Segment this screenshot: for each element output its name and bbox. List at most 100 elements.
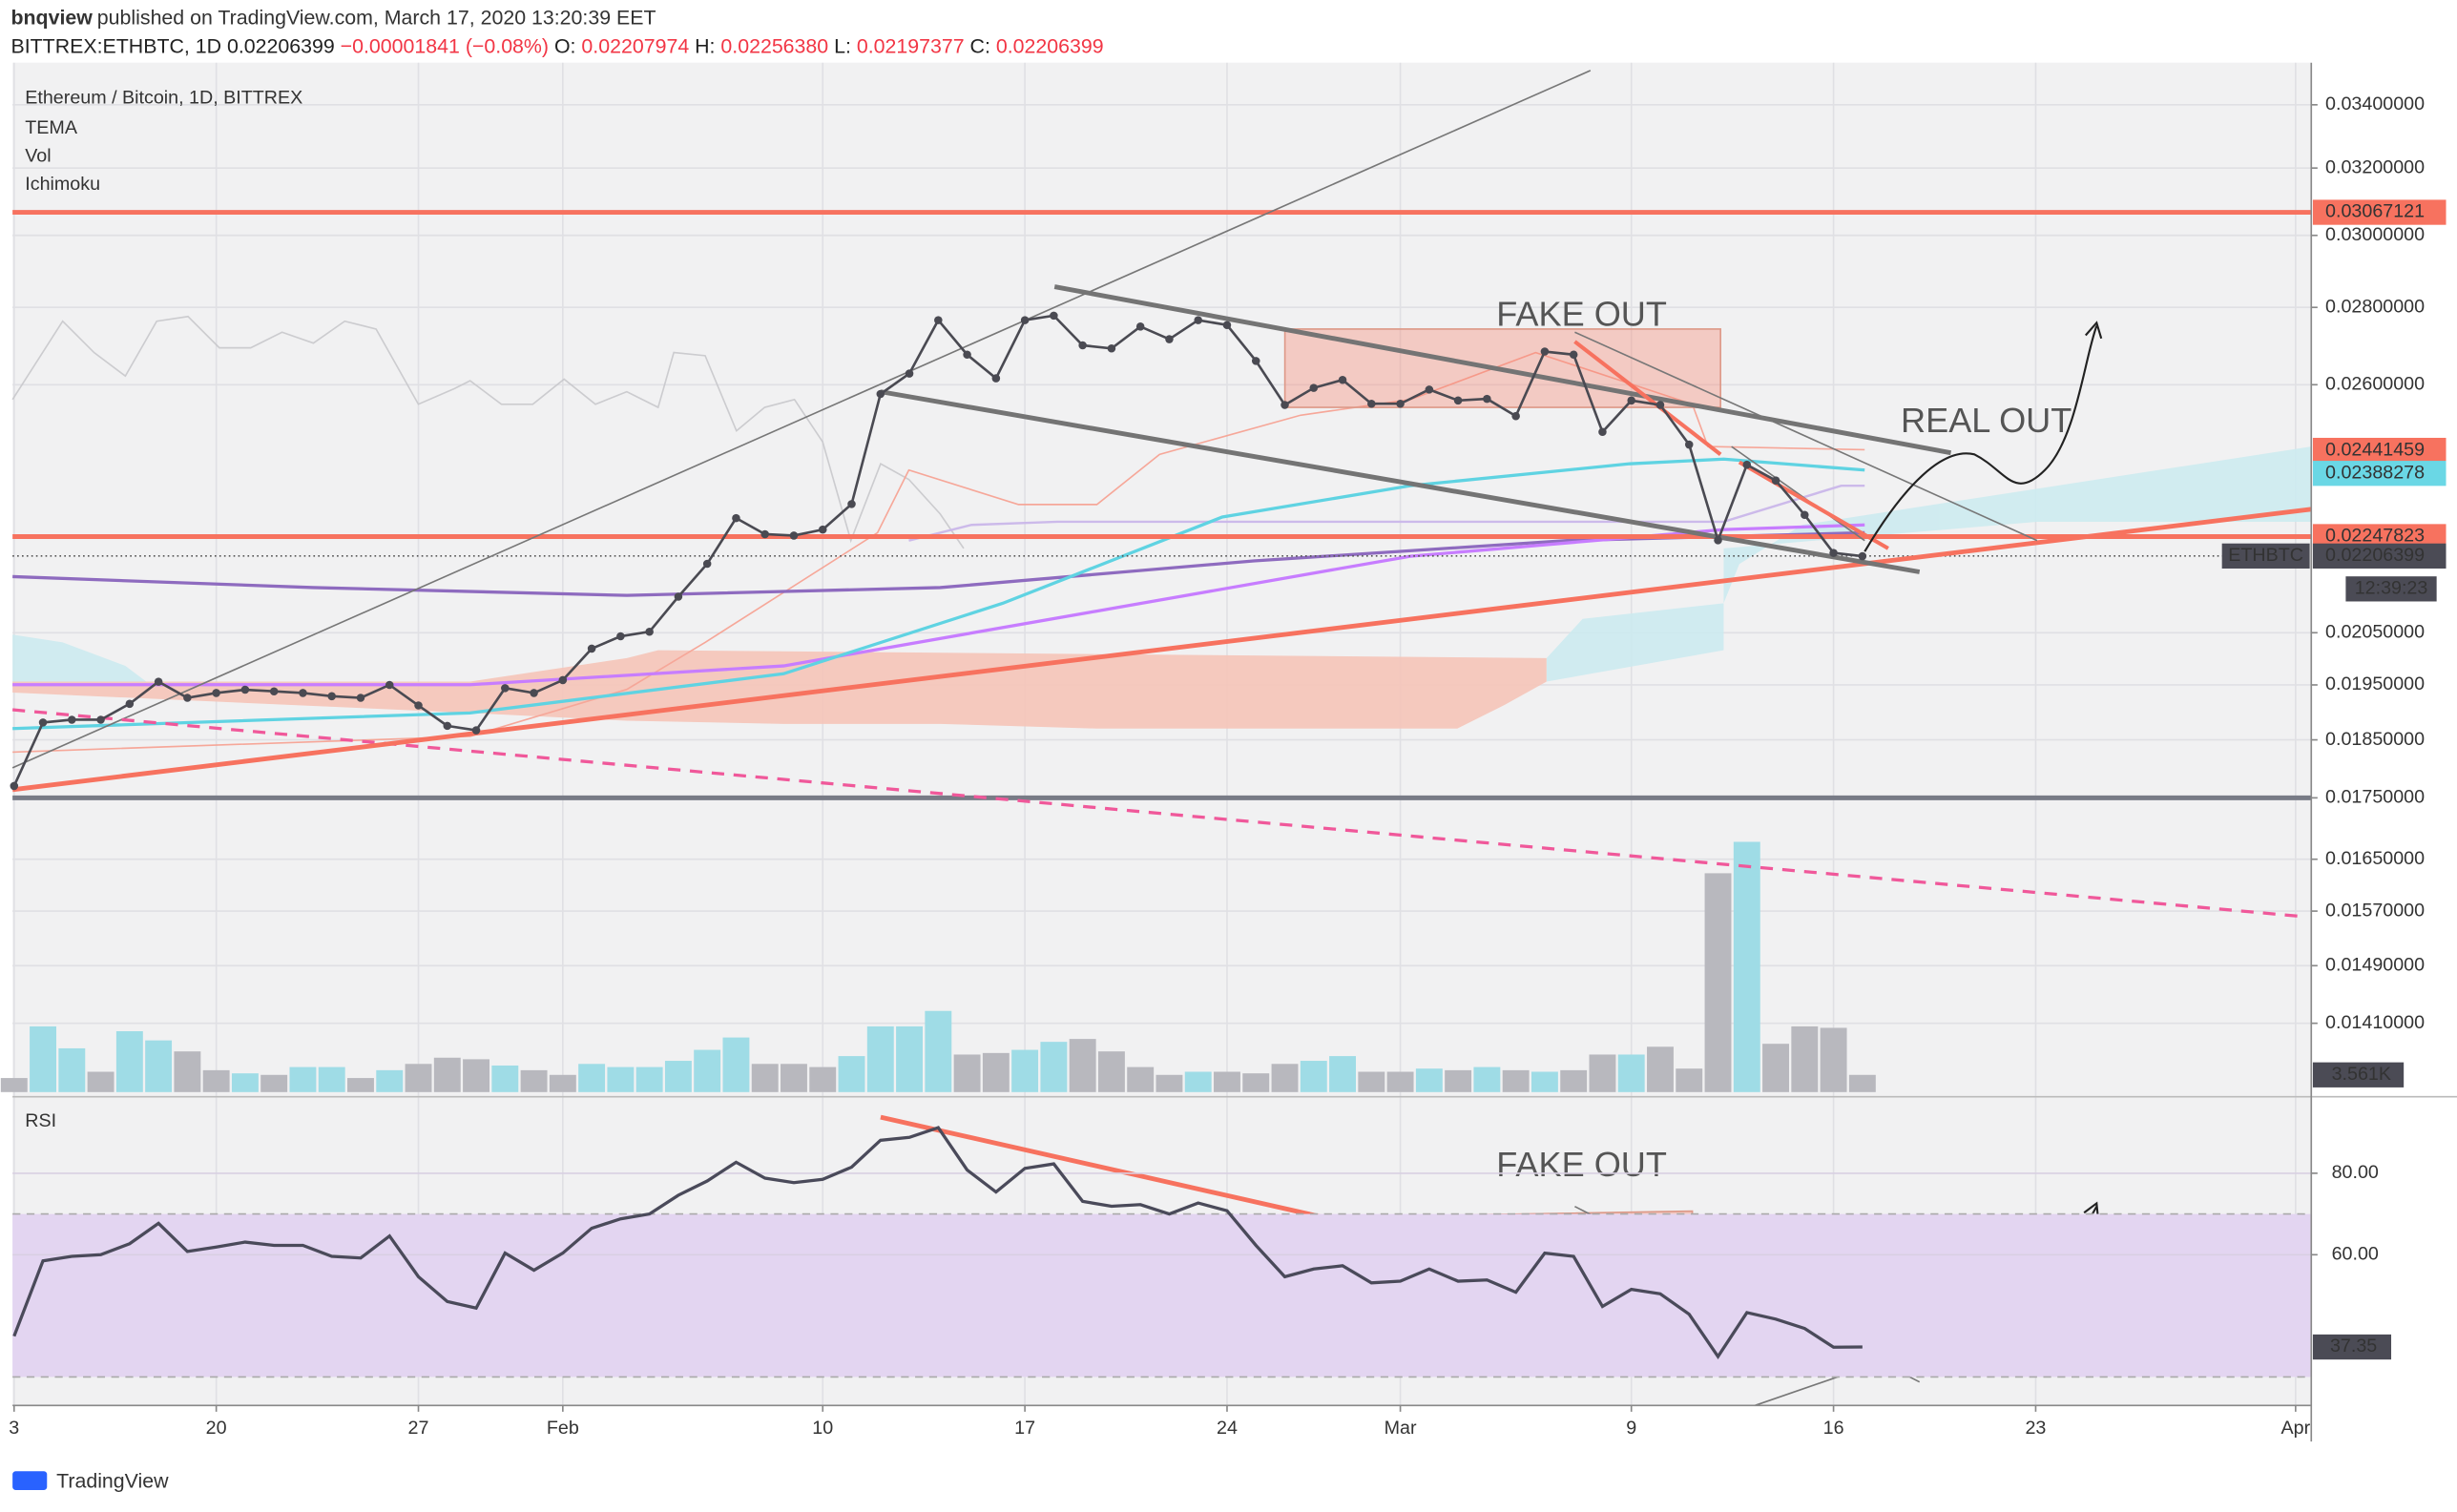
close-point <box>68 715 76 724</box>
close-point <box>1714 536 1722 545</box>
x-tick-label: 10 <box>812 1418 833 1439</box>
volume-bar <box>174 1051 201 1092</box>
cloud <box>1546 446 2312 682</box>
y-tick-label: 0.02600000 <box>2325 373 2425 394</box>
y-tick-label: 0.02800000 <box>2325 296 2425 317</box>
close-point <box>1829 549 1838 557</box>
volume-bar <box>491 1065 519 1092</box>
cloud <box>12 634 157 690</box>
close-point <box>1771 476 1780 485</box>
close-point <box>10 781 19 791</box>
volume-bar <box>866 1025 894 1092</box>
trend-line <box>1731 445 1865 542</box>
countdown: 12:39:23 <box>2355 578 2428 599</box>
support-line <box>11 507 2312 793</box>
y-tick-label: 0.03000000 <box>2325 224 2425 245</box>
y-tick-label: 0.01650000 <box>2325 848 2425 869</box>
volume-label: 3.561K <box>2332 1064 2391 1085</box>
close-point <box>501 684 510 693</box>
close-point <box>1194 316 1202 324</box>
volume-label-box <box>2312 1062 2405 1087</box>
close-point <box>1684 440 1694 449</box>
volume-bar <box>1704 873 1732 1092</box>
ohlc-value: 0.02197377 <box>857 34 965 57</box>
volume-bar <box>1271 1064 1299 1092</box>
volume-bar <box>1820 1027 1847 1092</box>
y-tick-label: 60.00 <box>2332 1244 2379 1265</box>
y-tick-label: 0.01410000 <box>2325 1012 2425 1033</box>
close-point <box>1483 394 1491 404</box>
lagging-span <box>11 315 965 549</box>
volume-bar <box>722 1037 750 1092</box>
ohlc-value: 0.02256380 <box>720 34 828 57</box>
axis-labels: 3 20 27 Feb 10 17 24 Mar 9 16 23 Apr 0.03400000 0.032… <box>9 93 2447 1439</box>
close-point <box>183 694 192 702</box>
close-point <box>327 692 336 701</box>
volume-bar <box>1184 1071 1212 1092</box>
close-point <box>1425 385 1434 394</box>
volume-bar <box>58 1047 86 1092</box>
close-point <box>645 627 654 636</box>
volume-bar <box>1386 1071 1414 1092</box>
legend-item: Ichimoku <box>25 174 100 195</box>
channel-line <box>880 389 1921 574</box>
close-point <box>732 513 740 523</box>
close-point <box>471 726 481 735</box>
y-tick-label: 0.01850000 <box>2325 729 2425 750</box>
legend-item: RSI <box>25 1110 56 1131</box>
volume-bar <box>1127 1067 1155 1092</box>
price-line <box>10 311 1867 791</box>
ohlc-value: 0.02207974 <box>581 34 689 57</box>
horizontal-lines <box>12 210 2312 800</box>
y-tick-label: 0.03400000 <box>2325 93 2425 114</box>
volume <box>0 841 1876 1092</box>
x-tick-label: Apr <box>2281 1418 2311 1439</box>
x-tick-label: 17 <box>1014 1418 1035 1439</box>
ohlc-value: 0.02206399 <box>996 34 1104 57</box>
close-point <box>905 369 914 378</box>
close-point <box>963 350 971 360</box>
volume-bar <box>376 1069 404 1092</box>
price-label-box <box>2312 199 2447 225</box>
trend-line <box>1574 331 2038 542</box>
volume-bar <box>260 1074 288 1092</box>
close-point <box>991 374 1001 383</box>
volume-bar <box>1791 1025 1819 1092</box>
last-price-label: 0.02206399 <box>2325 545 2425 566</box>
quote-line: BITTREX:ETHBTC, 1D 0.02206399 −0.0000184… <box>10 34 1103 57</box>
close-point <box>1742 460 1752 469</box>
volume-bar <box>607 1067 635 1092</box>
volume-bar <box>1415 1068 1443 1092</box>
volume-bar <box>781 1064 807 1092</box>
close-point <box>876 389 885 399</box>
volume-bar <box>1502 1069 1530 1092</box>
brand: TradingView <box>56 1469 169 1492</box>
volume-bar <box>1011 1049 1039 1092</box>
author: bnqview <box>10 6 93 29</box>
volume-bar <box>1617 1054 1645 1092</box>
footer: TradingView <box>12 1469 169 1492</box>
close-point <box>1251 357 1260 365</box>
trend-line <box>1738 460 1889 550</box>
close-point <box>125 699 135 709</box>
close-point <box>299 689 307 697</box>
volume-bar <box>405 1064 432 1092</box>
y-tick-label: 0.02050000 <box>2325 621 2425 642</box>
last-price: 0.02206399 <box>227 34 335 57</box>
close-point <box>1858 551 1867 561</box>
legend-title: Ethereum / Bitcoin, 1D, BITTREX <box>25 88 302 109</box>
close-point <box>1598 427 1607 437</box>
change: −0.00001841 (−0.08%) <box>341 34 549 57</box>
close-point <box>269 687 279 696</box>
ohlc-key: O: <box>554 34 576 57</box>
close-point <box>1569 350 1578 360</box>
annotation: REAL OUT <box>1901 401 2072 440</box>
y-tick-label: 0.01570000 <box>2325 900 2425 921</box>
volume-bar <box>1358 1071 1385 1092</box>
close-point <box>38 718 48 727</box>
volume-bar <box>838 1056 865 1092</box>
volume-bar <box>578 1064 606 1092</box>
x-tick-label: 23 <box>2025 1418 2046 1439</box>
last-price-label-box <box>2312 543 2447 569</box>
price-label: 0.02441459 <box>2325 439 2425 460</box>
